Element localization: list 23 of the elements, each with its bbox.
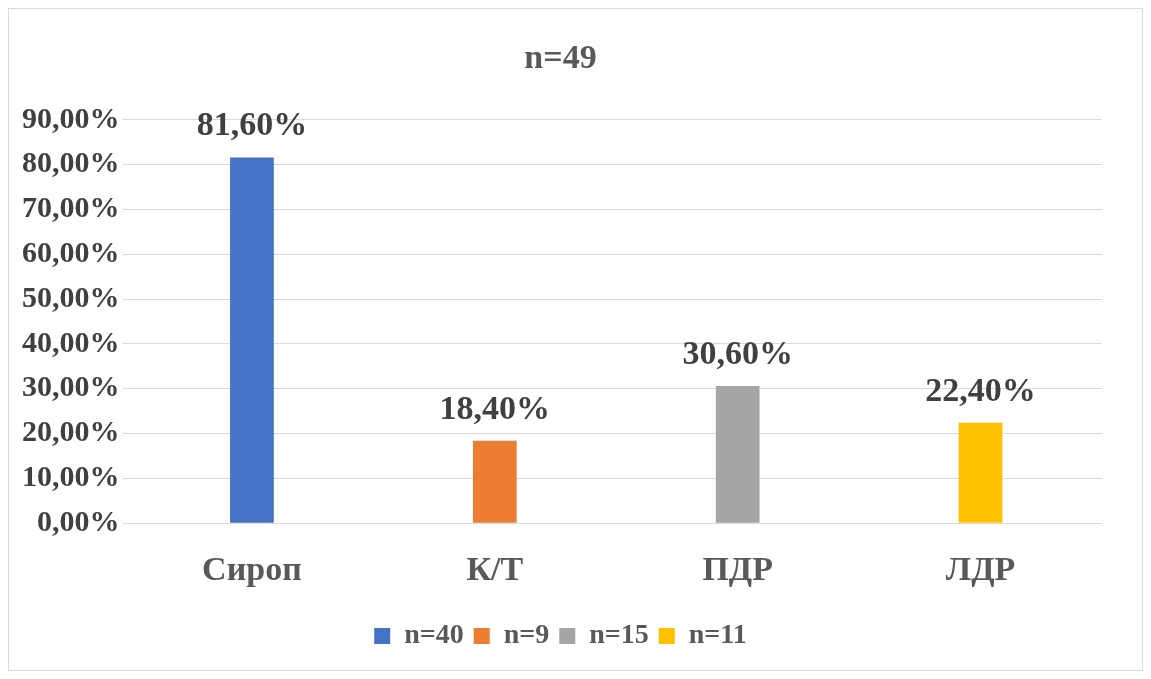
data-label: 81,60% bbox=[196, 105, 308, 143]
x-tick-label: Сироп bbox=[202, 550, 302, 588]
y-tick-label: 50,00% bbox=[22, 279, 120, 313]
y-tick-label: 40,00% bbox=[22, 324, 120, 358]
legend-label: n=11 bbox=[688, 618, 747, 650]
y-tick-label: 10,00% bbox=[22, 459, 120, 493]
legend-label: n=15 bbox=[589, 618, 649, 650]
chart-title: n=49 bbox=[524, 38, 597, 76]
legend-label: n=9 bbox=[503, 618, 550, 650]
legend-label: n=40 bbox=[404, 618, 464, 650]
y-tick-label: 30,00% bbox=[22, 369, 120, 403]
x-tick-label: ПДР bbox=[702, 550, 773, 588]
y-tick-label: 20,00% bbox=[22, 414, 120, 448]
data-label: 18,40% bbox=[439, 388, 551, 426]
x-tick-label: ЛДР bbox=[945, 550, 1016, 588]
y-tick-label: 60,00% bbox=[22, 235, 120, 269]
data-label: 22,40% bbox=[925, 370, 1036, 408]
y-tick-label: 70,00% bbox=[22, 190, 120, 224]
y-tick-label: 0,00% bbox=[37, 503, 120, 537]
y-tick-label: 90,00% bbox=[22, 100, 120, 134]
y-tick-label: 80,00% bbox=[22, 145, 120, 179]
data-label: 30,60% bbox=[682, 333, 793, 371]
x-tick-label: К/Т bbox=[466, 550, 524, 588]
